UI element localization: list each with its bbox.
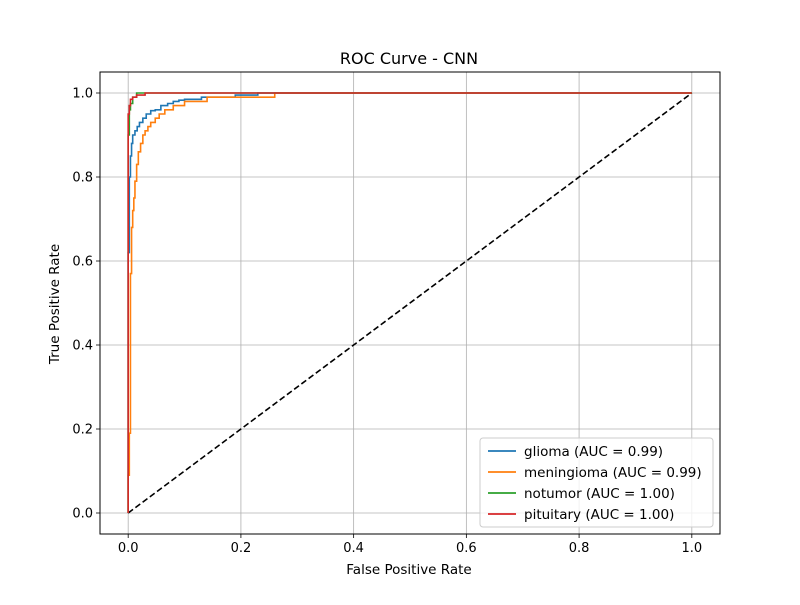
legend-label: notumor (AUC = 1.00) (524, 486, 675, 502)
y-tick-label: 0.2 (72, 423, 93, 438)
x-tick-label: 0.8 (569, 541, 590, 556)
legend: glioma (AUC = 0.99) meningioma (AUC = 0.9… (479, 437, 714, 528)
chart-title: ROC Curve - CNN (340, 49, 478, 68)
roc-series-line-meningioma (127, 92, 692, 513)
x-tick-label: 0.4 (343, 541, 364, 556)
legend-label: pituitary (AUC = 1.00) (524, 507, 674, 523)
y-tick-label: 0.8 (72, 171, 93, 186)
x-axis-label: False Positive Rate (346, 562, 471, 578)
x-axis-ticks: 0.0 0.2 0.4 0.6 0.8 1.0 (118, 534, 702, 556)
y-axis-ticks: 0.0 0.2 0.4 0.6 0.8 1.0 (72, 87, 100, 522)
x-tick-label: 1.0 (681, 541, 702, 556)
grid (100, 72, 720, 534)
series-layer (127, 92, 692, 513)
chance-diagonal-line (127, 92, 693, 514)
plot-frame (99, 71, 721, 535)
x-tick-label: 0.2 (231, 541, 252, 556)
y-tick-label: 1.0 (72, 87, 93, 102)
legend-box (479, 437, 714, 528)
reference-line-layer (127, 92, 693, 514)
y-tick-label: 0.6 (72, 255, 93, 270)
x-tick-label: 0.6 (456, 541, 477, 556)
roc-series-line-glioma (127, 92, 692, 513)
y-axis-label: True Positive Rate (47, 244, 63, 365)
y-tick-label: 0.4 (72, 339, 93, 354)
roc-series-line-pituitary (127, 92, 692, 513)
legend-label: glioma (AUC = 0.99) (524, 444, 663, 460)
x-tick-label: 0.0 (118, 541, 139, 556)
legend-label: meningioma (AUC = 0.99) (524, 465, 702, 481)
y-tick-label: 0.0 (72, 507, 93, 522)
